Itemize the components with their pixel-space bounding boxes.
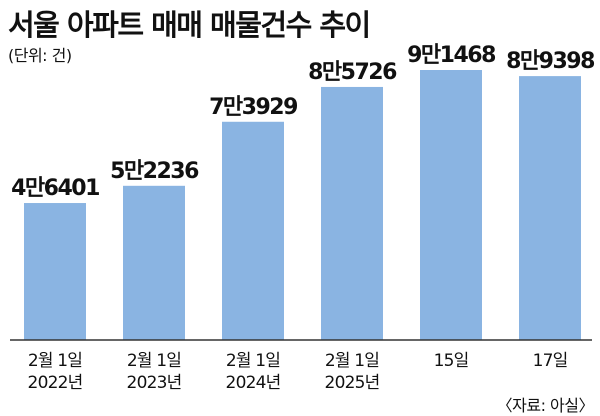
- x-tick-label-6-line-1: 17일: [533, 351, 568, 371]
- chart-title: 서울 아파트 매매 매물건수 추이: [8, 8, 371, 42]
- value-label-5: 9만1468: [407, 43, 495, 68]
- x-tick-label-3-line-1: 2월 1일: [226, 351, 280, 371]
- x-tick-label-4-line-1: 2월 1일: [325, 351, 379, 371]
- bar-4: [321, 86, 383, 341]
- x-tick-label-5-line-1: 15일: [434, 351, 469, 371]
- bar-2: [123, 185, 185, 340]
- value-label-2: 5만2236: [110, 159, 199, 184]
- unit-note: (단위: 건): [8, 46, 72, 65]
- value-label-6: 8만9398: [506, 49, 594, 74]
- bar-3: [222, 121, 284, 341]
- bar-6: [519, 76, 581, 340]
- bar-1: [24, 203, 86, 340]
- x-tick-label-1-line-1: 2월 1일: [28, 351, 82, 371]
- x-tick-label-2-line-1: 2월 1일: [127, 351, 181, 371]
- value-label-1: 4만6401: [11, 176, 99, 201]
- value-label-3: 7만3929: [209, 95, 297, 120]
- value-label-4: 8만5726: [308, 60, 397, 85]
- x-tick-label-2-line-2: 2023년: [127, 373, 182, 393]
- x-tick-label-3-line-2: 2024년: [226, 373, 281, 393]
- source-note: 〈자료: 아실〉: [496, 396, 595, 415]
- x-tick-label-1-line-2: 2022년: [28, 373, 83, 393]
- bar-5: [420, 70, 482, 340]
- x-tick-label-4-line-2: 2025년: [325, 373, 380, 393]
